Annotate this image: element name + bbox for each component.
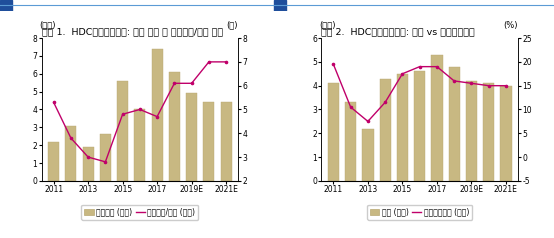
Bar (449, 67, 460, 181)
Legend: 신규수주 (좌측), 수주잔고/매출 (우측): 신규수주 (좌측), 수주잔고/매출 (우측) (81, 205, 198, 220)
Text: 그림 1.  HDC현대산업개발: 신규 수주 및 수주잔고/매출 추이: 그림 1. HDC현대산업개발: 신규 수주 및 수주잔고/매출 추이 (42, 27, 223, 36)
Bar (466, 81, 477, 181)
Bar (220, 102, 232, 181)
Bar (203, 102, 214, 181)
Bar (65, 126, 76, 181)
Bar (0, 0, 12, 11)
Text: 그림 2.  HDC현대산업개발: 매출 vs 매출총이익률: 그림 2. HDC현대산업개발: 매출 vs 매출총이익률 (321, 27, 475, 36)
Bar (379, 79, 391, 181)
Text: (조원): (조원) (319, 20, 336, 30)
Text: (%): (%) (504, 20, 518, 30)
Bar (117, 81, 128, 181)
Bar (186, 94, 197, 181)
Bar (414, 71, 425, 181)
Bar (500, 86, 511, 181)
Bar (432, 55, 443, 181)
Bar (328, 83, 339, 181)
Bar (397, 74, 408, 181)
Bar (274, 0, 286, 11)
Text: (조원): (조원) (39, 20, 56, 30)
Bar (345, 102, 356, 181)
Bar (48, 142, 59, 181)
Bar (169, 72, 180, 181)
Bar (483, 83, 494, 181)
Bar (83, 147, 94, 181)
Bar (100, 134, 111, 181)
Bar (134, 109, 146, 181)
Legend: 매출 (좌측), 매출총이익률 (우측): 매출 (좌측), 매출총이익률 (우측) (367, 205, 472, 220)
Text: (배): (배) (227, 20, 238, 30)
Bar (152, 49, 163, 181)
Bar (362, 129, 373, 181)
